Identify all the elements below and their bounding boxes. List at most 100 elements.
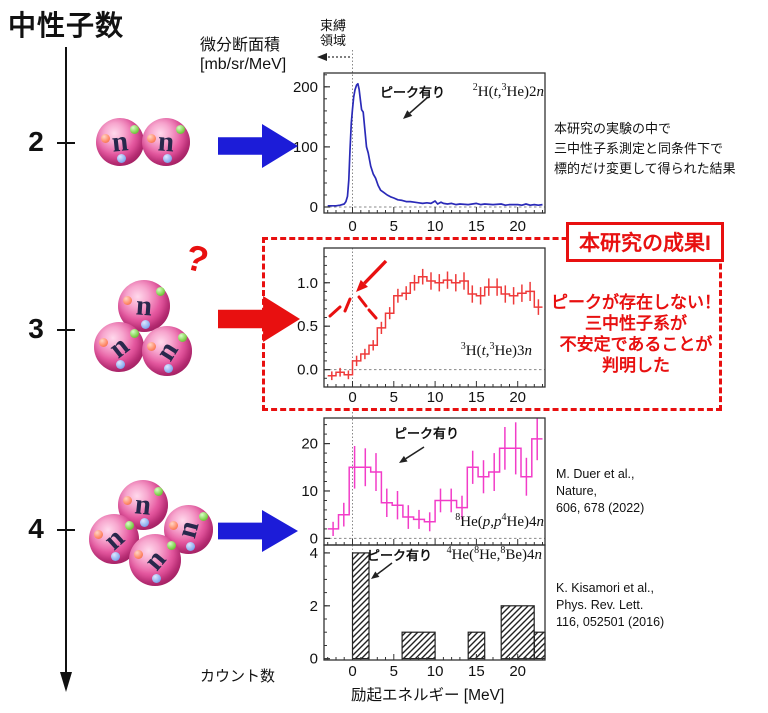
plot-3H-t-3He-3n: 0 5 10 15 20 0.0 0.5 1.0 <box>297 247 546 406</box>
reaction-text: n <box>536 84 545 100</box>
svg-text:0: 0 <box>348 218 356 235</box>
quark-dot-red <box>99 338 108 347</box>
quark-dot-blue <box>116 360 125 369</box>
excitation-energy-axis-title: 励起エネルギー [MeV] <box>351 687 505 704</box>
reference-line: Phys. Rev. Lett. <box>556 598 644 612</box>
svg-text:4: 4 <box>310 545 318 562</box>
quark-dot-red <box>147 342 156 351</box>
svg-text:20: 20 <box>301 436 318 453</box>
superscript: 3 <box>460 341 466 352</box>
reaction-text: H( <box>465 343 482 359</box>
svg-text:5: 5 <box>390 663 398 680</box>
quark-dot-green <box>130 125 139 134</box>
svg-text:10: 10 <box>427 389 444 406</box>
reaction-text: He, <box>479 547 501 563</box>
svg-text:10: 10 <box>427 218 444 235</box>
reaction-text: He( <box>451 547 475 563</box>
neutron-count-4: 4 <box>28 513 44 544</box>
neutron-ball: n <box>142 118 190 166</box>
quark-dot-red <box>123 496 132 505</box>
quark-dot-green <box>178 333 187 342</box>
svg-text:5: 5 <box>390 389 398 406</box>
peak-exists-label-4n-knockout: ピーク有り <box>394 426 460 441</box>
neutron-ball: n <box>96 118 144 166</box>
hatched-bar <box>351 552 370 660</box>
annotation-arrows <box>328 96 429 579</box>
svg-text:20: 20 <box>509 389 526 406</box>
svg-text:1.0: 1.0 <box>297 275 318 292</box>
svg-text:20: 20 <box>509 218 526 235</box>
result-message-line: 三中性子系が <box>585 314 687 333</box>
quark-dot-green <box>130 329 139 338</box>
bound-region-line1: 束縛 <box>319 18 346 33</box>
reaction-text: H( <box>477 84 494 100</box>
reaction-text: p <box>494 514 502 530</box>
quark-dot-red <box>101 134 110 143</box>
bound-region-line2: 領域 <box>319 33 346 48</box>
reaction-text: Be)4 <box>505 547 535 563</box>
quark-dot-red <box>123 296 132 305</box>
quark-dot-red <box>169 521 178 530</box>
reaction-label-3n: 3H(t,3He)3n <box>460 341 533 360</box>
quark-dot-green <box>154 487 163 496</box>
arrow-4n <box>218 510 298 552</box>
svg-text:0.5: 0.5 <box>297 318 318 335</box>
quark-dot-green <box>176 125 185 134</box>
result-message-line: 判明した <box>602 356 670 375</box>
superscript: 4 <box>501 512 507 523</box>
svg-text:0: 0 <box>348 389 356 406</box>
reference-prl: K. Kisamori et al., Phys. Rev. Lett. 116… <box>556 580 664 631</box>
bound-region-label: 束縛 領域 <box>310 18 356 48</box>
counts-axis-title: カウント数 <box>200 668 276 685</box>
quark-dot-red <box>147 134 156 143</box>
reaction-text: He)3 <box>494 343 525 359</box>
reaction-text: He)2 <box>506 84 537 100</box>
reaction-text: t <box>493 84 498 100</box>
same-condition-note: 本研究の実験の中で 三中性子系測定と同条件下で 標的だけ変更して得られた結果 <box>554 119 736 179</box>
hatched-bar <box>500 605 535 660</box>
phantom-peak-dash <box>367 308 378 320</box>
svg-text:0: 0 <box>348 663 356 680</box>
reference-line: Nature, <box>556 484 597 498</box>
neutron-ball: n <box>94 322 144 372</box>
svg-text:15: 15 <box>468 389 485 406</box>
reference-line: 116, 052501 (2016) <box>556 615 665 629</box>
arrow-3n <box>218 296 300 342</box>
reaction-text: , <box>485 343 490 359</box>
neutron-count-2: 2 <box>28 126 44 157</box>
phantom-peak-dash <box>357 295 368 308</box>
cross-section-axis-title: 微分断面積 [mb/sr/MeV] <box>200 36 286 74</box>
quark-dot-green <box>167 541 176 550</box>
peak-exists-label-2n: ピーク有り <box>380 85 446 100</box>
quark-dot-blue <box>163 154 173 163</box>
reaction-text: n <box>524 343 533 359</box>
superscript: 8 <box>455 512 461 523</box>
quark-dot-blue <box>140 320 150 329</box>
reference-line: 606, 678 (2022) <box>556 501 645 515</box>
neutron-ball: n <box>142 326 192 376</box>
plot-4He-8He-8Be-4n: 0 5 10 15 20 0 2 4 <box>310 544 546 680</box>
quark-dot-blue <box>164 364 173 373</box>
quark-dot-green <box>199 512 208 521</box>
reaction-label-4n-knockout: 8He(p,p4He)4n <box>455 512 544 531</box>
svg-text:5: 5 <box>390 218 398 235</box>
quark-dot-green <box>156 287 165 296</box>
reaction-text: n <box>534 547 543 563</box>
svg-text:20: 20 <box>509 663 526 680</box>
series-line <box>327 82 543 207</box>
reaction-label-2n: 2H(t,3He)2n <box>473 83 545 101</box>
quark-dot-blue <box>140 518 149 527</box>
note-line: 三中性子系測定と同条件下で <box>554 141 724 156</box>
superscript: 8 <box>500 545 506 556</box>
neutron-ball: n <box>129 534 181 586</box>
svg-text:0.0: 0.0 <box>297 362 318 379</box>
svg-text:0: 0 <box>310 199 318 216</box>
superscript: 4 <box>446 545 452 556</box>
superscript: 3 <box>489 341 495 352</box>
reference-line: M. Duer et al., <box>556 467 635 481</box>
note-line: 標的だけ変更して得られた結果 <box>554 161 736 176</box>
reaction-text: He)4 <box>506 514 537 530</box>
cross-section-axis-title-line2: [mb/sr/MeV] <box>200 56 287 73</box>
